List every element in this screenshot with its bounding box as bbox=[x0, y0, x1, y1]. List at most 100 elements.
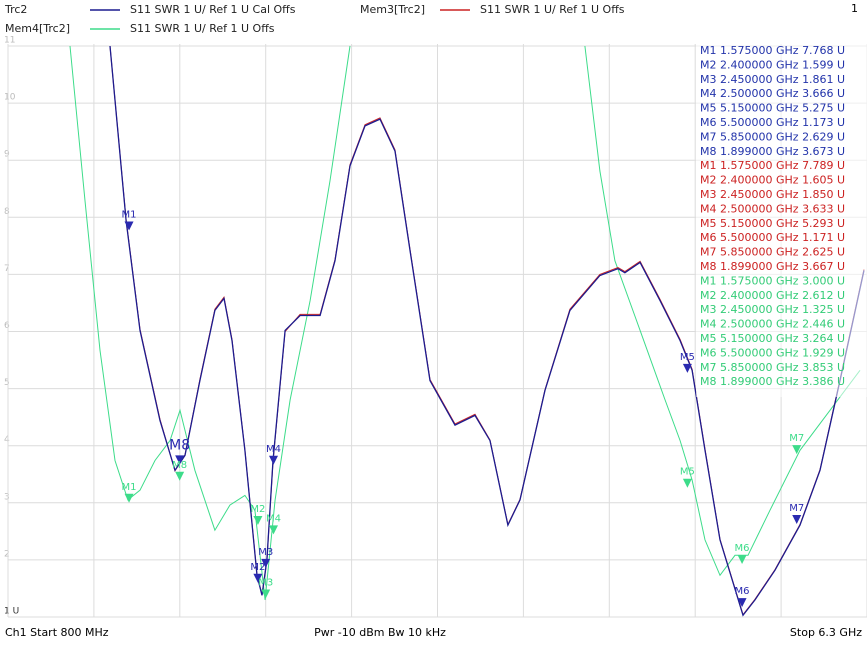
marker-cell: M7 bbox=[700, 246, 717, 259]
marker-triangle bbox=[792, 514, 802, 524]
marker-label: M4 bbox=[266, 444, 281, 455]
marker-cell: M6 bbox=[700, 346, 717, 359]
marker-row: M5 5.150000 GHz 3.264 U bbox=[700, 332, 845, 345]
marker-cell: 7.768 U bbox=[802, 44, 845, 57]
marker-row: M1 1.575000 GHz 7.768 U bbox=[700, 44, 845, 57]
marker-triangle bbox=[269, 525, 279, 535]
marker-label: M8 bbox=[169, 437, 190, 453]
footer-stop: Stop 6.3 GHz bbox=[790, 626, 862, 639]
marker-cell: 5.850000 GHz bbox=[720, 246, 799, 259]
marker-cell: M2 bbox=[700, 174, 717, 187]
y-tick-label: 2 bbox=[4, 549, 10, 559]
marker-cell: M7 bbox=[700, 361, 717, 374]
marker-label: M2 bbox=[250, 504, 265, 515]
marker-cell: 2.400000 GHz bbox=[720, 58, 799, 71]
marker-row: M8 1.899000 GHz 3.386 U bbox=[700, 375, 845, 388]
marker-cell: 1.899000 GHz bbox=[720, 260, 799, 273]
marker-cell: M4 bbox=[700, 87, 717, 100]
marker-row: M1 1.575000 GHz 3.000 U bbox=[700, 274, 845, 287]
marker-cell: M8 bbox=[700, 260, 717, 273]
marker-triangle bbox=[124, 493, 134, 503]
legend-label: S11 SWR 1 U/ Ref 1 U Offs bbox=[130, 22, 275, 35]
marker-triangle bbox=[737, 598, 747, 608]
marker-row: M6 5.500000 GHz 1.929 U bbox=[700, 346, 845, 359]
marker-cell: 1.929 U bbox=[802, 346, 845, 359]
marker-cell: 2.446 U bbox=[802, 318, 845, 331]
marker-triangle bbox=[682, 478, 692, 488]
marker-cell: 3.673 U bbox=[802, 145, 845, 158]
table-background bbox=[696, 43, 867, 397]
trace-line bbox=[109, 45, 865, 617]
marker-row: M5 5.150000 GHz 5.275 U bbox=[700, 102, 845, 115]
marker-triangle bbox=[269, 455, 279, 465]
y-tick-label: 5 bbox=[4, 378, 10, 388]
marker-row: M6 5.500000 GHz 1.171 U bbox=[700, 231, 845, 244]
marker-cell: M4 bbox=[700, 202, 717, 215]
marker-cell: M7 bbox=[700, 130, 717, 143]
marker-cell: 1.599 U bbox=[802, 58, 845, 71]
y-tick-label: 9 bbox=[4, 150, 10, 160]
marker-row: M3 2.450000 GHz 1.850 U bbox=[700, 188, 845, 201]
y-tick-label: 6 bbox=[4, 321, 10, 331]
marker-cell: 5.150000 GHz bbox=[720, 102, 799, 115]
marker-cell: 2.629 U bbox=[802, 130, 845, 143]
marker-cell: 5.850000 GHz bbox=[720, 361, 799, 374]
y-tick-label: 4 bbox=[4, 435, 10, 445]
marker-cell: 3.000 U bbox=[802, 274, 845, 287]
marker-row: M5 5.150000 GHz 5.293 U bbox=[700, 217, 845, 230]
y-tick-label: 8 bbox=[4, 207, 10, 217]
marker-cell: 2.450000 GHz bbox=[720, 303, 799, 316]
marker-cell: 5.500000 GHz bbox=[720, 116, 799, 129]
marker-cell: 5.500000 GHz bbox=[720, 231, 799, 244]
marker-cell: M3 bbox=[700, 188, 717, 201]
marker-row: M2 2.400000 GHz 1.605 U bbox=[700, 174, 845, 187]
marker-label: M4 bbox=[266, 513, 281, 524]
marker-cell: 1.171 U bbox=[802, 231, 845, 244]
marker-cell: 1.861 U bbox=[802, 73, 845, 86]
marker-cell: M5 bbox=[700, 102, 717, 115]
marker-cell: M1 bbox=[700, 274, 717, 287]
marker-row: M3 2.450000 GHz 1.325 U bbox=[700, 303, 845, 316]
marker-cell: 5.150000 GHz bbox=[720, 332, 799, 345]
marker-cell: 2.450000 GHz bbox=[720, 188, 799, 201]
marker-triangle bbox=[175, 455, 185, 465]
marker-row: M6 5.500000 GHz 1.173 U bbox=[700, 116, 845, 129]
y-tick-label: 7 bbox=[4, 264, 10, 274]
marker-triangle bbox=[792, 445, 802, 455]
marker-cell: 3.264 U bbox=[802, 332, 845, 345]
marker-triangle bbox=[175, 471, 185, 481]
marker-label: M6 bbox=[735, 543, 750, 554]
traces bbox=[69, 45, 865, 617]
marker-cell: 2.625 U bbox=[802, 246, 845, 259]
marker-cell: 2.500000 GHz bbox=[720, 202, 799, 215]
y-tick-label: 3 bbox=[4, 492, 10, 502]
marker-cell: 1.605 U bbox=[802, 174, 845, 187]
marker-cell: 3.667 U bbox=[802, 260, 845, 273]
marker-cell: M8 bbox=[700, 375, 717, 388]
marker-cell: M3 bbox=[700, 73, 717, 86]
marker-label: M1 bbox=[122, 210, 137, 221]
marker-cell: 1.899000 GHz bbox=[720, 145, 799, 158]
marker-triangle bbox=[261, 558, 271, 568]
trace-line bbox=[69, 45, 861, 600]
marker-cell: 5.150000 GHz bbox=[720, 217, 799, 230]
marker-label: M3 bbox=[258, 547, 273, 558]
marker-row: M3 2.450000 GHz 1.861 U bbox=[700, 73, 845, 86]
marker-row: M4 2.500000 GHz 3.633 U bbox=[700, 202, 845, 215]
marker-cell: 5.850000 GHz bbox=[720, 130, 799, 143]
marker-row: M7 5.850000 GHz 2.629 U bbox=[700, 130, 845, 143]
marker-triangle bbox=[261, 589, 271, 599]
marker-row: M7 5.850000 GHz 2.625 U bbox=[700, 246, 845, 259]
marker-cell: 2.450000 GHz bbox=[720, 73, 799, 86]
marker-cell: 2.500000 GHz bbox=[720, 318, 799, 331]
marker-cell: 1.575000 GHz bbox=[720, 274, 799, 287]
marker-cell: 1.850 U bbox=[802, 188, 845, 201]
marker-triangle bbox=[682, 363, 692, 373]
footer-center: Pwr -10 dBm Bw 10 kHz bbox=[314, 626, 446, 639]
marker-cell: 2.400000 GHz bbox=[720, 289, 799, 302]
marker-cell: M8 bbox=[700, 145, 717, 158]
marker-label: M8 bbox=[172, 460, 187, 471]
legend-name: Mem3[Trc2] bbox=[360, 3, 425, 16]
marker-cell: M4 bbox=[700, 318, 717, 331]
marker-label: M5 bbox=[680, 352, 695, 363]
